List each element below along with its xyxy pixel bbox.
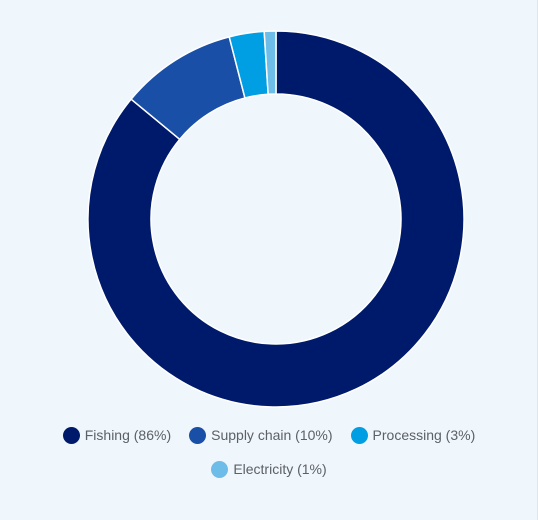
legend-item-fishing[interactable]: Fishing (86%)	[62, 426, 172, 444]
legend-swatch-supply-chain	[189, 426, 207, 444]
donut-chart	[87, 30, 465, 408]
chart-legend: Fishing (86%) Supply chain (10%) Process…	[0, 422, 538, 490]
legend-swatch-electricity	[211, 460, 229, 478]
legend-row-1: Fishing (86%) Supply chain (10%) Process…	[0, 422, 538, 448]
donut-slices	[87, 30, 465, 408]
legend-label-fishing: Fishing (86%)	[84, 427, 172, 443]
legend-swatch-processing	[350, 426, 368, 444]
legend-label-electricity: Electricity (1%)	[233, 461, 327, 477]
legend-label-processing: Processing (3%)	[372, 427, 476, 443]
legend-label-supply-chain: Supply chain (10%)	[211, 427, 333, 443]
legend-row-2: Electricity (1%)	[0, 456, 538, 482]
slice-fishing[interactable]	[87, 30, 465, 408]
slice-electricity[interactable]	[263, 30, 277, 95]
legend-item-processing[interactable]: Processing (3%)	[350, 426, 476, 444]
legend-item-electricity[interactable]: Electricity (1%)	[211, 460, 327, 478]
legend-swatch-fishing	[62, 426, 80, 444]
legend-item-supply-chain[interactable]: Supply chain (10%)	[189, 426, 333, 444]
